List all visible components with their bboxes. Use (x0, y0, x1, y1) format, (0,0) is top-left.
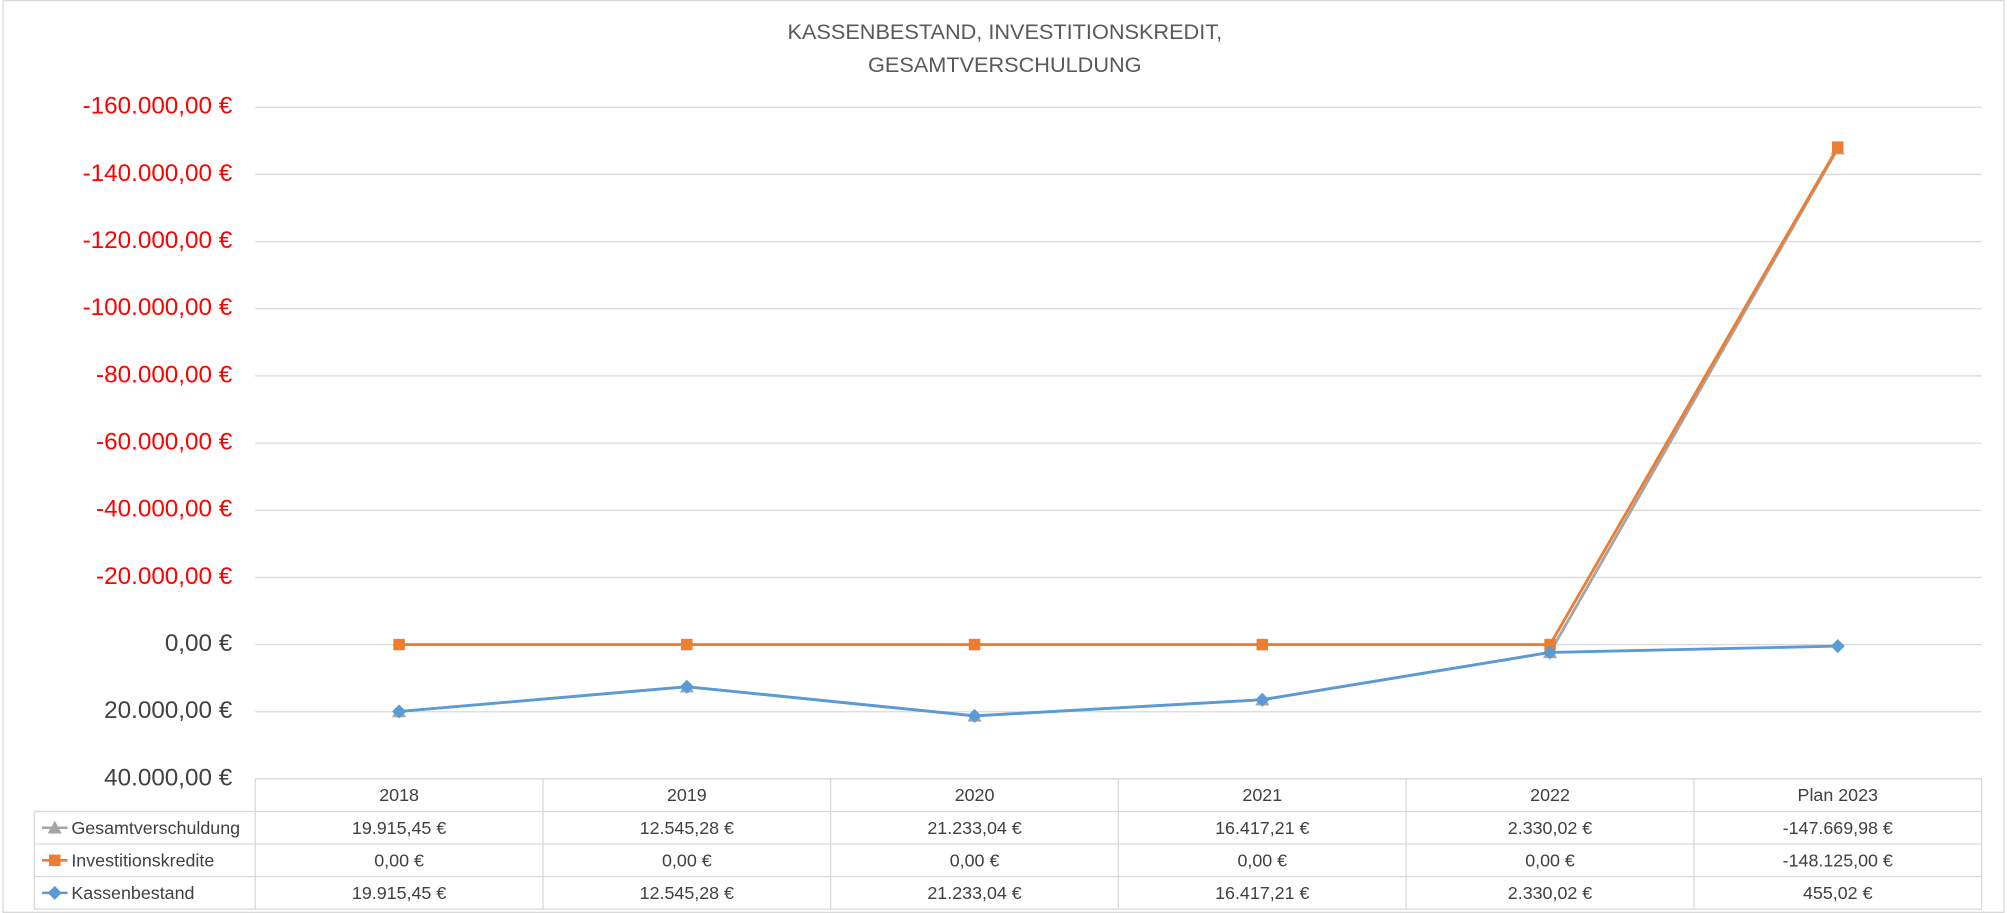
table-value: 0,00 € (374, 850, 424, 870)
x-tick-label: 2021 (1242, 785, 1282, 805)
table-value: 21.233,04 € (927, 818, 1021, 838)
y-tick-label: -80.000,00 € (96, 361, 233, 388)
table-value: 2.330,02 € (1508, 883, 1592, 903)
table-value: 2.330,02 € (1508, 818, 1592, 838)
marker (1255, 692, 1270, 707)
chart-title: GESAMTVERSCHULDUNG (868, 52, 1142, 77)
x-tick-label: 2019 (667, 785, 707, 805)
y-tick-label: -20.000,00 € (96, 563, 233, 590)
y-tick-label: -140.000,00 € (83, 160, 233, 187)
x-tick-label: Plan 2023 (1798, 785, 1879, 805)
legend-label: Investitionskredite (71, 850, 214, 870)
table-value: 16.417,21 € (1215, 818, 1309, 838)
table-value: 0,00 € (950, 850, 1000, 870)
marker (681, 638, 693, 651)
y-tick-label: -100.000,00 € (83, 294, 233, 321)
table-value: 16.417,21 € (1215, 883, 1309, 903)
series-line (399, 146, 1839, 646)
x-tick-label: 2020 (955, 785, 995, 805)
y-tick-label: -120.000,00 € (83, 227, 233, 254)
marker (679, 679, 694, 694)
legend-marker (47, 885, 62, 900)
y-tick-label: 40.000,00 € (104, 764, 233, 791)
y-tick-label: 0,00 € (165, 630, 233, 657)
chart-title: KASSENBESTAND, INVESTITIONSKREDIT, (787, 19, 1222, 44)
table-value: 0,00 € (662, 850, 712, 870)
y-tick-label: -160.000,00 € (83, 93, 233, 120)
series-line (398, 644, 1838, 718)
y-tick-label: 20.000,00 € (104, 697, 233, 724)
table-value: 19.915,45 € (352, 818, 446, 838)
x-tick-label: 2018 (379, 785, 419, 805)
table-value: 12.545,28 € (640, 883, 734, 903)
table-value: -148.125,00 € (1783, 850, 1893, 870)
legend-label: Gesamtverschuldung (71, 818, 240, 838)
marker (1543, 645, 1558, 660)
marker (1256, 638, 1269, 651)
table-value: 0,00 € (1525, 850, 1575, 870)
table-value: 12.545,28 € (640, 818, 734, 838)
marker (968, 638, 981, 651)
legend-marker (49, 854, 61, 867)
marker (1832, 141, 1844, 153)
marker (967, 708, 982, 723)
table-value: 0,00 € (1237, 850, 1287, 870)
table-value: -147.669,98 € (1783, 818, 1893, 838)
y-tick-label: -40.000,00 € (96, 496, 233, 523)
table-value: 19.915,45 € (352, 883, 446, 903)
marker (1544, 638, 1556, 651)
table-value: 21.233,04 € (927, 883, 1021, 903)
y-tick-label: -60.000,00 € (96, 428, 233, 455)
marker (392, 704, 407, 719)
x-tick-label: 2022 (1530, 785, 1570, 805)
legend-label: Kassenbestand (71, 883, 194, 903)
marker (393, 638, 405, 651)
table-value: 455,02 € (1803, 883, 1873, 903)
legend-marker (47, 820, 62, 834)
